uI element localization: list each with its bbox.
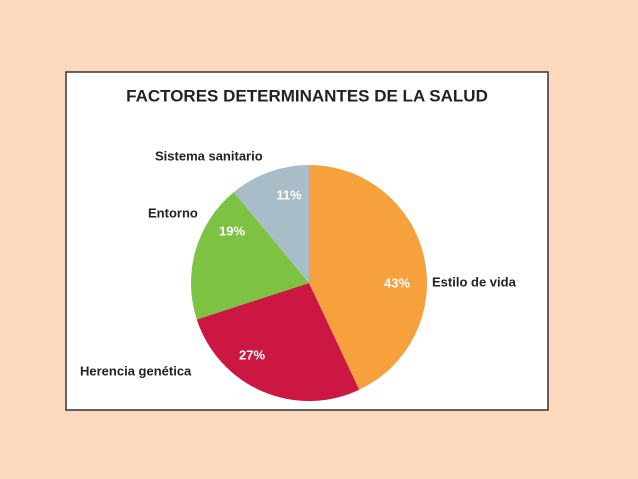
slice-label: Sistema sanitario xyxy=(155,148,263,163)
pie-slice xyxy=(196,283,360,401)
slice-label: Herencia genética xyxy=(80,363,192,378)
pie-slice xyxy=(190,192,309,320)
value-label: 11% xyxy=(276,187,302,202)
pie-slice xyxy=(309,165,427,390)
value-label: 43% xyxy=(384,275,410,290)
slice-label: Estilo de vida xyxy=(432,274,517,289)
value-label: 19% xyxy=(219,223,245,238)
pie-slice xyxy=(233,165,309,283)
chart-title: FACTORES DETERMINANTES DE LA SALUD xyxy=(126,86,488,105)
slice-label: Entorno xyxy=(148,205,198,220)
value-label: 27% xyxy=(239,347,265,362)
